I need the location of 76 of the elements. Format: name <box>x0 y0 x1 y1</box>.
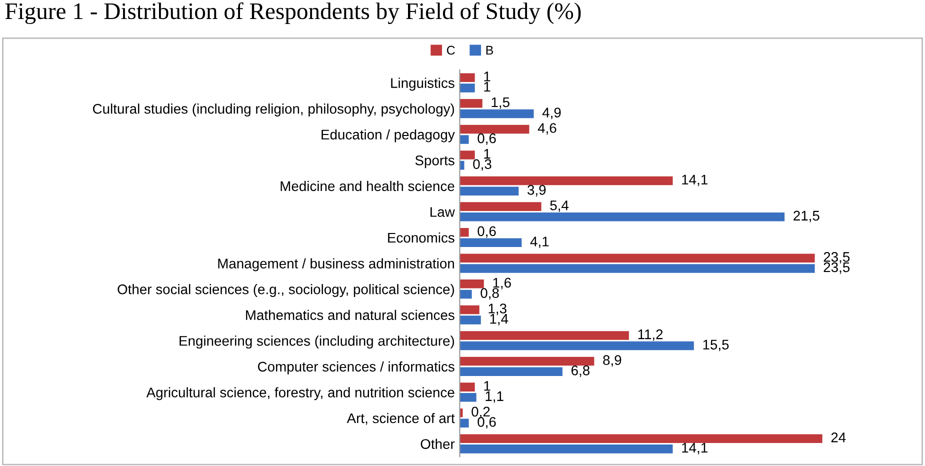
bar <box>460 392 476 402</box>
bar <box>460 135 469 144</box>
bar <box>460 341 694 350</box>
data-label: 3,9 <box>528 184 546 196</box>
data-label: 24 <box>831 432 846 442</box>
y-tick-label: Mathematics and natural sciences <box>246 310 454 320</box>
bar <box>460 382 475 392</box>
bar <box>460 150 475 160</box>
data-label: 0,8 <box>480 288 499 300</box>
bar <box>460 212 785 222</box>
y-tick-label: Other <box>420 438 455 449</box>
bar <box>460 176 673 186</box>
bar <box>460 228 469 237</box>
bar <box>460 316 481 324</box>
data-label: 1 <box>484 149 490 159</box>
bar <box>460 444 673 454</box>
bar <box>460 124 530 134</box>
legend-label: B <box>486 46 494 55</box>
bar <box>460 290 472 299</box>
data-label: 14,1 <box>682 174 708 186</box>
chart-title: Figure 1 - Distribution of Respondents by Field of Study (%) <box>5 2 581 24</box>
y-tick-label: Other social sciences (e.g., sociology, political science) <box>118 284 454 297</box>
data-label: 1,3 <box>488 304 506 316</box>
data-label: 15,5 <box>703 340 729 352</box>
bar <box>460 202 542 211</box>
data-label: 0,6 <box>478 133 496 145</box>
bar <box>460 356 594 366</box>
bar <box>460 264 815 273</box>
data-label: 4,6 <box>538 123 556 135</box>
bar <box>460 305 480 314</box>
data-label: 11,2 <box>638 329 663 341</box>
bar <box>460 99 482 108</box>
y-tick-label: Linguistics <box>391 78 454 91</box>
data-label: 4,1 <box>530 236 549 248</box>
bar <box>460 367 562 376</box>
y-tick-label: Computer sciences / informatics <box>258 361 454 374</box>
data-label: 1 <box>484 82 490 92</box>
data-label: 6,8 <box>572 365 590 377</box>
bar <box>460 186 519 196</box>
y-tick-label: Art, science of art <box>346 412 455 425</box>
y-tick-label: Law <box>430 207 455 217</box>
data-label: 23,5 <box>824 252 850 264</box>
bar <box>460 254 815 263</box>
y-tick-label: Medicine and health science <box>280 180 454 192</box>
bar <box>460 418 469 428</box>
bar <box>460 434 822 444</box>
data-label: 1 <box>484 381 490 391</box>
data-label: 0,3 <box>473 159 492 171</box>
bar <box>460 84 475 92</box>
data-label: 0,6 <box>478 417 496 429</box>
data-label: 1,4 <box>490 314 508 326</box>
bar <box>460 109 534 118</box>
y-tick-label: Cultural studies (including religion, philosophy, psychology) <box>92 104 454 116</box>
y-tick-label: Education / pedagogy <box>322 129 455 142</box>
y-tick-label: Economics <box>388 232 454 243</box>
data-label: 4,9 <box>542 108 561 120</box>
y-tick-label: Management / business administration <box>218 258 454 272</box>
data-label: 1,5 <box>492 97 510 109</box>
y-tick-label: Sports <box>415 155 454 168</box>
bar <box>460 238 522 248</box>
bar <box>460 280 484 288</box>
data-label: 8,9 <box>603 355 622 367</box>
data-label: 23,5 <box>824 262 850 274</box>
data-label: 14,1 <box>682 442 708 454</box>
data-label: 1 <box>484 72 490 82</box>
data-label: 21,5 <box>794 210 820 222</box>
y-tick-label: Engineering sciences (including architecture) <box>180 336 454 349</box>
y-tick-label: Agricultural science, forestry, and nutrition science <box>146 387 454 400</box>
data-label: 5,4 <box>550 200 569 212</box>
data-label: 0,6 <box>478 226 496 238</box>
bar <box>460 331 629 340</box>
data-label: 1,1 <box>486 391 504 403</box>
data-label: 1,6 <box>493 278 511 290</box>
bar <box>460 73 475 82</box>
data-label: 0,2 <box>472 406 490 418</box>
legend-label: C <box>446 46 455 55</box>
